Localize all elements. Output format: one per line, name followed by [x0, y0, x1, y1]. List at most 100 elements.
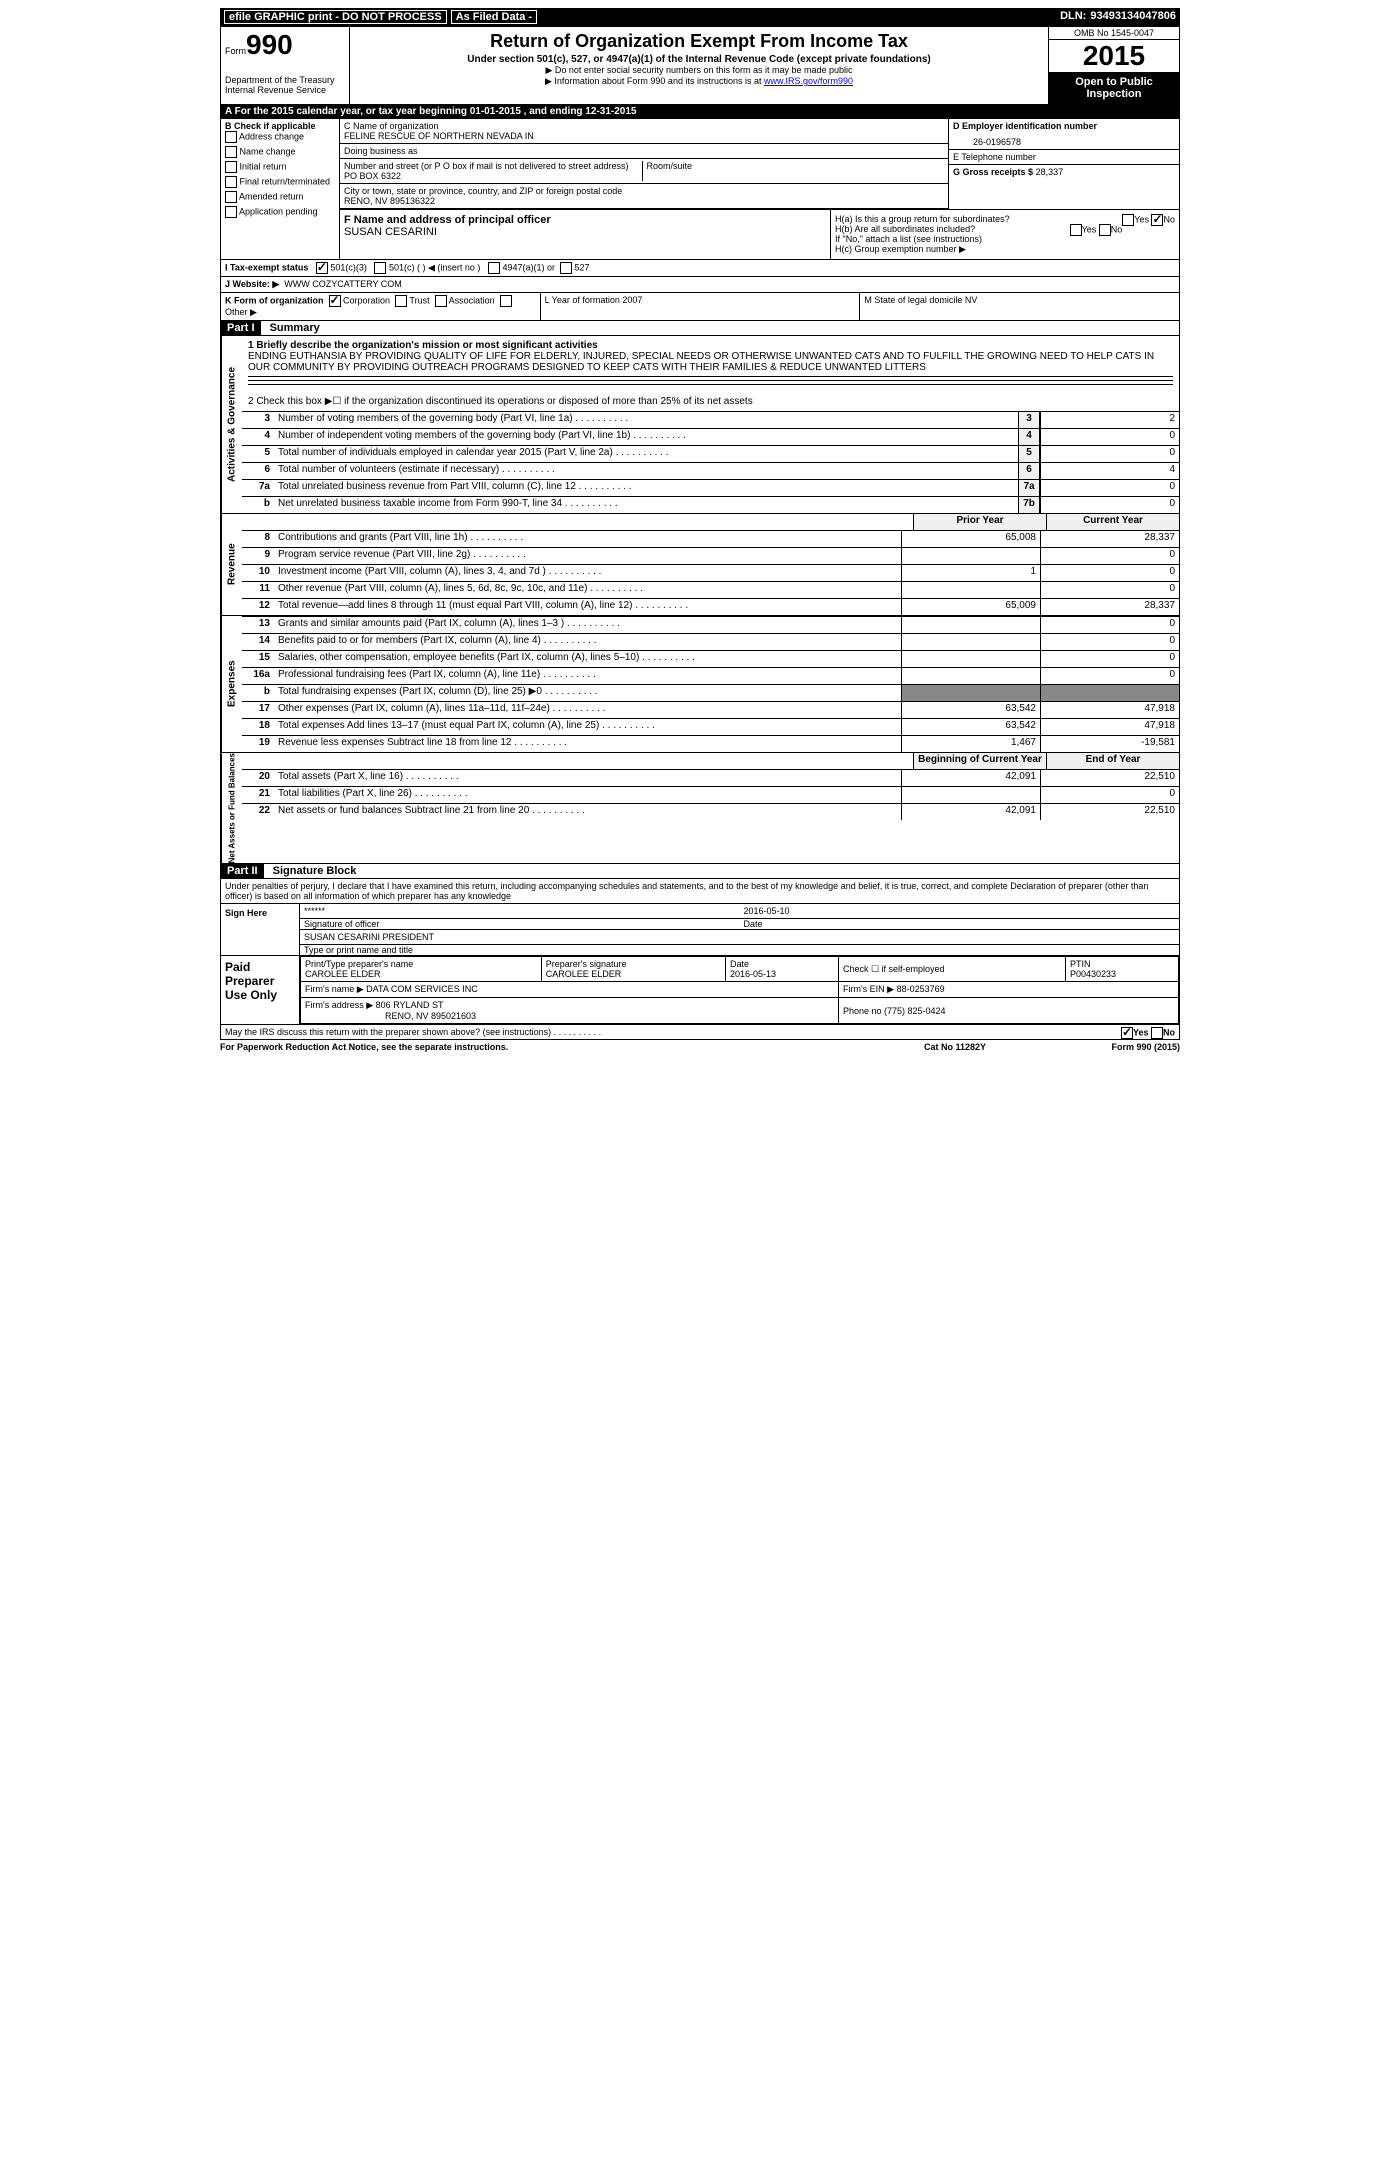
line2-text: 2 Check this box ▶☐ if the organization … — [242, 392, 1179, 411]
row-j: J Website: ▶ WWW COZYCATTERY COM — [220, 277, 1180, 293]
summary-line-6: 6Total number of volunteers (estimate if… — [242, 462, 1179, 479]
part2-header: Part II — [221, 864, 264, 878]
activities-side: Activities & Governance — [221, 336, 242, 513]
row-a-calendar: A For the 2015 calendar year, or tax yea… — [220, 105, 1180, 119]
sig-officer-label: Signature of officer — [300, 919, 740, 929]
phone-label-e: E Telephone number — [953, 152, 1175, 162]
revenue-side: Revenue — [221, 514, 242, 615]
efile-label: efile GRAPHIC print - DO NOT PROCESS — [224, 10, 447, 24]
row-m: M State of legal domicile NV — [859, 293, 1179, 320]
cb-address-change[interactable]: Address change — [225, 131, 335, 143]
footer-mid: Cat No 11282Y — [880, 1042, 1030, 1052]
summary-line-15: 15Salaries, other compensation, employee… — [242, 650, 1179, 667]
mission-text: ENDING EUTHANSIA BY PROVIDING QUALITY OF… — [248, 351, 1154, 373]
street-label: Number and street (or P O box if mail is… — [344, 161, 642, 171]
summary-line-20: 20Total assets (Part X, line 16)42,09122… — [242, 769, 1179, 786]
summary-line-7a: 7aTotal unrelated business revenue from … — [242, 479, 1179, 496]
summary-line-8: 8Contributions and grants (Part VIII, li… — [242, 530, 1179, 547]
form-subtitle: Under section 501(c), 527, or 4947(a)(1)… — [356, 54, 1042, 65]
room-label: Room/suite — [642, 161, 945, 181]
summary-line-3: 3Number of voting members of the governi… — [242, 411, 1179, 428]
jurat-text: Under penalties of perjury, I declare th… — [220, 879, 1180, 904]
gross-value: 28,337 — [1036, 167, 1064, 177]
efile-topbar: efile GRAPHIC print - DO NOT PROCESS As … — [220, 8, 1180, 26]
cb-name-change[interactable]: Name change — [225, 146, 335, 158]
h-c: H(c) Group exemption number ▶ — [835, 244, 1175, 255]
summary-line-18: 18Total expenses Add lines 13–17 (must e… — [242, 718, 1179, 735]
dba-label: Doing business as — [344, 146, 944, 156]
sig-name: SUSAN CESARINI PRESIDENT — [300, 929, 1179, 945]
sig-name-label: Type or print name and title — [300, 945, 1179, 955]
city-value: RENO, NV 895136322 — [344, 196, 944, 206]
gross-label: G Gross receipts $ — [953, 167, 1033, 177]
begin-year-header: Beginning of Current Year — [913, 753, 1046, 769]
street-value: PO BOX 6322 — [344, 171, 642, 181]
omb-number: OMB No 1545-0047 — [1049, 27, 1179, 40]
h-a: H(a) Is this a group return for subordin… — [835, 214, 1175, 224]
end-year-header: End of Year — [1046, 753, 1179, 769]
summary-line-16a: 16aProfessional fundraising fees (Part I… — [242, 667, 1179, 684]
part1-header: Part I — [221, 321, 261, 335]
netassets-side: Net Assets or Fund Balances — [221, 753, 242, 863]
tax-year: 2015 — [1049, 40, 1179, 72]
summary-line-5: 5Total number of individuals employed in… — [242, 445, 1179, 462]
summary-line-21: 21Total liabilities (Part X, line 26)0 — [242, 786, 1179, 803]
dln-value: 93493134047806 — [1090, 10, 1176, 24]
part1-title: Summary — [264, 322, 320, 334]
summary-line-13: 13Grants and similar amounts paid (Part … — [242, 616, 1179, 633]
line1-label: 1 Briefly describe the organization's mi… — [248, 340, 598, 351]
curr-year-header: Current Year — [1046, 514, 1179, 530]
sig-stars: ****** — [300, 904, 740, 919]
summary-line-17: 17Other expenses (Part IX, column (A), l… — [242, 701, 1179, 718]
summary-line-11: 11Other revenue (Part VIII, column (A), … — [242, 581, 1179, 598]
discuss-row: May the IRS discuss this return with the… — [220, 1025, 1180, 1040]
dln-label: DLN: — [1060, 10, 1086, 24]
summary-line-22: 22Net assets or fund balances Subtract l… — [242, 803, 1179, 820]
irs-link[interactable]: www.IRS.gov/form990 — [764, 76, 853, 86]
form-title: Return of Organization Exempt From Incom… — [356, 31, 1042, 52]
footer-right: Form 990 (2015) — [1030, 1042, 1180, 1052]
summary-line-b: bTotal fundraising expenses (Part IX, co… — [242, 684, 1179, 701]
form-header: Form990 Department of the Treasury Inter… — [220, 26, 1180, 105]
row-k: K Form of organization Corporation Trust… — [220, 293, 1180, 321]
dept-treasury: Department of the Treasury — [225, 75, 345, 85]
section-b-header: B Check if applicable — [225, 121, 335, 131]
irs-label: Internal Revenue Service — [225, 85, 345, 95]
cb-amended[interactable]: Amended return — [225, 191, 335, 203]
form-note1: ▶ Do not enter social security numbers o… — [356, 65, 1042, 76]
preparer-table: Print/Type preparer's nameCAROLEE ELDER … — [300, 956, 1179, 1024]
page-footer: For Paperwork Reduction Act Notice, see … — [220, 1040, 1180, 1054]
summary-line-9: 9Program service revenue (Part VIII, lin… — [242, 547, 1179, 564]
c-name-label: C Name of organization — [344, 121, 944, 131]
sign-here-label: Sign Here — [221, 904, 300, 955]
form-number: 990 — [246, 29, 293, 60]
city-label: City or town, state or province, country… — [344, 186, 944, 196]
open-public: Open to Public Inspection — [1049, 72, 1179, 104]
footer-left: For Paperwork Reduction Act Notice, see … — [220, 1042, 880, 1052]
prior-year-header: Prior Year — [913, 514, 1046, 530]
summary-line-19: 19Revenue less expenses Subtract line 18… — [242, 735, 1179, 752]
row-i: I Tax-exempt status 501(c)(3) 501(c) ( )… — [220, 260, 1180, 277]
expenses-side: Expenses — [221, 616, 242, 752]
ein-value: 26-0196578 — [953, 131, 1175, 147]
ein-label: D Employer identification number — [953, 121, 1175, 131]
summary-line-10: 10Investment income (Part VIII, column (… — [242, 564, 1179, 581]
cb-final-return[interactable]: Final return/terminated — [225, 176, 335, 188]
paid-preparer-label: Paid Preparer Use Only — [221, 956, 300, 1024]
cb-pending[interactable]: Application pending — [225, 206, 335, 218]
f-officer-value: SUSAN CESARINI — [344, 226, 826, 238]
summary-line-14: 14Benefits paid to or for members (Part … — [242, 633, 1179, 650]
sig-date-label: Date — [740, 919, 1180, 929]
sig-date: 2016-05-10 — [740, 904, 1180, 919]
f-officer-label: F Name and address of principal officer — [344, 214, 826, 226]
h-note: If "No," attach a list (see instructions… — [835, 234, 1175, 244]
summary-line-4: 4Number of independent voting members of… — [242, 428, 1179, 445]
cb-initial-return[interactable]: Initial return — [225, 161, 335, 173]
form-word: Form — [225, 46, 246, 56]
summary-line-12: 12Total revenue—add lines 8 through 11 (… — [242, 598, 1179, 615]
summary-line-b: bNet unrelated business taxable income f… — [242, 496, 1179, 513]
org-name: FELINE RESCUE OF NORTHERN NEVADA IN — [344, 131, 944, 141]
section-b: B Check if applicable Address change Nam… — [221, 119, 340, 259]
row-l: L Year of formation 2007 — [540, 293, 860, 320]
asfiled-label: As Filed Data - — [451, 10, 537, 24]
